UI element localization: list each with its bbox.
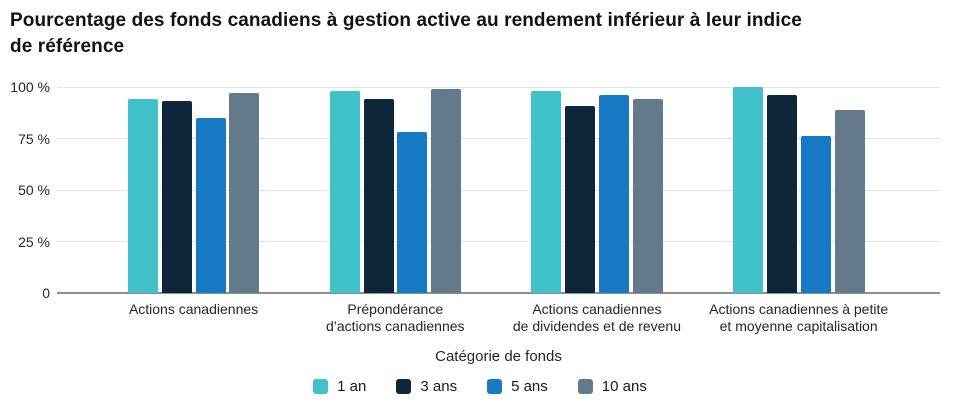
gridline xyxy=(57,189,940,191)
bar-10ans-cat1[interactable] xyxy=(229,93,260,293)
legend-label: 3 ans xyxy=(420,378,458,395)
bar-5ans-cat4[interactable] xyxy=(800,136,831,293)
y-axis-tick-label: 25 % xyxy=(18,233,50,250)
bar-5ans-cat2[interactable] xyxy=(397,132,428,293)
legend-item-10ans[interactable]: 10 ans xyxy=(577,378,647,395)
x-axis-category-label: Actions canadiennes de dividendes et de … xyxy=(512,301,681,334)
y-axis-tick-label: 0 xyxy=(42,285,50,301)
y-axis-tick-label: 50 % xyxy=(18,182,50,198)
gridline xyxy=(57,86,940,88)
legend: 1 an 3 ans 5 ans 10 ans xyxy=(0,378,960,395)
legend-swatch-icon xyxy=(487,379,503,394)
y-axis-tick-label: 100 % xyxy=(10,79,50,95)
bar-3ans-cat2[interactable] xyxy=(363,99,394,293)
bar-1an-cat1[interactable] xyxy=(128,99,158,293)
bar-1an-cat2[interactable] xyxy=(329,91,360,293)
legend-swatch-icon xyxy=(396,379,412,394)
x-axis-category-label: Prépondérance d’actions canadiennes xyxy=(325,301,465,334)
bar-3ans-cat4[interactable] xyxy=(766,95,797,293)
bar-10ans-cat4[interactable] xyxy=(834,109,865,293)
gridline xyxy=(57,138,940,139)
bar-5ans-cat1[interactable] xyxy=(195,117,226,293)
legend-item-1an[interactable]: 1 an xyxy=(313,378,366,395)
bar-10ans-cat2[interactable] xyxy=(431,89,462,293)
bar-5ans-cat3[interactable] xyxy=(599,95,629,293)
y-axis-tick-label: 75 % xyxy=(18,130,50,147)
legend-label: 10 ans xyxy=(601,378,647,395)
plot-area xyxy=(57,86,940,294)
bar-3ans-cat1[interactable] xyxy=(161,101,192,293)
legend-label: 5 ans xyxy=(511,378,548,395)
page-title: Pourcentage des fonds canadiens à gestio… xyxy=(10,10,802,57)
bar-1an-cat4[interactable] xyxy=(733,87,764,293)
legend-swatch-icon xyxy=(577,379,593,394)
bar-1an-cat3[interactable] xyxy=(531,91,562,293)
x-axis-title: Catégorie de fonds xyxy=(435,348,562,365)
legend-item-3ans[interactable]: 3 ans xyxy=(396,378,457,395)
x-axis-category-label: Actions canadiennes à petite et moyenne … xyxy=(709,301,889,334)
legend-item-5ans[interactable]: 5 ans xyxy=(487,378,548,395)
bar-3ans-cat3[interactable] xyxy=(565,105,596,293)
legend-swatch-icon xyxy=(313,379,329,394)
legend-label: 1 an xyxy=(337,378,367,395)
x-axis-line xyxy=(57,292,940,294)
x-axis-category-label: Actions canadiennes xyxy=(128,301,259,317)
bar-10ans-cat3[interactable] xyxy=(632,99,663,293)
gridline xyxy=(57,241,940,242)
